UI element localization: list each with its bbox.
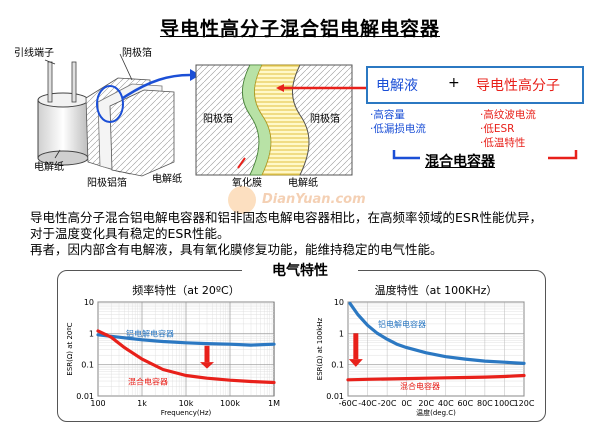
anode-foil-label: 阳极铝箔 bbox=[87, 178, 127, 189]
cathode-foil-label: 阴极箔 bbox=[122, 48, 152, 59]
cross-paper-label: 电解纸 bbox=[288, 178, 318, 189]
x-tick-label: 0C bbox=[401, 399, 412, 408]
oxide-film-label: 氧化膜 bbox=[232, 178, 262, 189]
unrolled-foils bbox=[85, 77, 175, 177]
zoom-arrow-line bbox=[122, 73, 191, 100]
x-tick-label: 120C bbox=[514, 399, 535, 408]
x-tick-label: 40C bbox=[438, 399, 454, 408]
watermark-logo-icon bbox=[228, 186, 256, 214]
x-axis-label: Frequency(Hz) bbox=[161, 409, 212, 417]
x-axis-label: 温度(deg.C) bbox=[416, 408, 456, 417]
y-tick-label: 0.1 bbox=[331, 361, 344, 370]
section-title: 电气特性 bbox=[242, 260, 358, 280]
page-title: 导电性高分子混合铝电解电容器 bbox=[159, 18, 440, 40]
x-tick-label: 100k bbox=[220, 399, 240, 408]
series-label: 混合电容器 bbox=[128, 377, 168, 387]
cross-cathode-label: 阴极箔 bbox=[310, 114, 340, 125]
x-tick-label: -20C bbox=[378, 399, 397, 408]
polymer-feature-item: ·低温特性 bbox=[480, 137, 526, 149]
improvement-arrow-head bbox=[348, 359, 363, 367]
series-line bbox=[348, 301, 526, 365]
electrolyte-label: 电解液 bbox=[376, 78, 418, 94]
capacitor-structure-diagram bbox=[37, 53, 366, 177]
polymer-label: 导电性高分子 bbox=[476, 78, 560, 94]
hybrid-capacitor-label: 混合电容器 bbox=[425, 154, 495, 170]
series-line bbox=[346, 373, 526, 382]
improvement-arrow-head bbox=[199, 362, 214, 369]
y-axis-label: ESR(Ω) at 100kHz bbox=[316, 317, 324, 380]
electrolyte-feature-item: ·高容量 bbox=[370, 109, 405, 121]
chart-title: 温度特性（at 100KHz） bbox=[375, 283, 498, 297]
series-label: 混合电容器 bbox=[400, 381, 440, 391]
improvement-arrow-shaft bbox=[353, 333, 359, 360]
electrolyte-features: ·高容量 ·低漏损电流 bbox=[370, 108, 426, 136]
x-tick-label: 60C bbox=[457, 399, 473, 408]
combine-bracket bbox=[392, 150, 578, 160]
combination-box: 电解液 + 导电性高分子 bbox=[366, 66, 584, 104]
y-tick-label: 0.1 bbox=[81, 361, 94, 370]
x-tick-label: 100C bbox=[494, 399, 515, 408]
series-label: 铝电解电容器 bbox=[378, 319, 426, 329]
oxide-pointer-arrow bbox=[237, 157, 246, 169]
y-tick-label: 1 bbox=[89, 329, 94, 338]
electrolyte-feature-item: ·低漏损电流 bbox=[370, 123, 426, 135]
electrolytic-paper-label-2: 电解纸 bbox=[152, 174, 182, 185]
improvement-arrow-shaft bbox=[204, 345, 210, 363]
x-tick-label: -40C bbox=[358, 399, 377, 408]
paragraph-line-1: 导电性高分子混合铝电解电容器和铝非固态电解电容器相比，在高频率领域的ESR性能优… bbox=[30, 210, 543, 225]
y-tick-label: 10 bbox=[334, 298, 344, 307]
x-tick-label: 10k bbox=[179, 399, 194, 408]
polymer-feature-item: ·高纹波电流 bbox=[480, 109, 536, 121]
highlight-circle bbox=[96, 85, 124, 123]
x-tick-label: 1k bbox=[137, 399, 147, 408]
chart-title: 频率特性（at 20ºC） bbox=[132, 283, 239, 297]
series-line bbox=[96, 329, 276, 385]
x-tick-label: 80C bbox=[477, 399, 493, 408]
polymer-features: ·高纹波电流 ·低ESR ·低温特性 bbox=[480, 108, 536, 150]
cross-section bbox=[195, 64, 353, 176]
paragraph-line-2: 对于温度变化具有稳定的ESR性能。 bbox=[30, 226, 230, 241]
y-axis-label: ESR(Ω) at 20ºC bbox=[66, 322, 74, 375]
series-line bbox=[96, 333, 276, 347]
polymer-feature-item: ·低ESR bbox=[480, 123, 515, 135]
capacitor-cylinder bbox=[37, 61, 89, 166]
zoom-arrow-head bbox=[190, 69, 200, 81]
plus-sign: + bbox=[448, 75, 460, 91]
watermark-text: DianYuan.com bbox=[262, 192, 366, 207]
watermark: DianYuan.com bbox=[228, 180, 378, 220]
x-tick-label: 100 bbox=[90, 399, 105, 408]
x-tick-label: 20C bbox=[418, 399, 434, 408]
electrolytic-paper-label: 电解纸 bbox=[34, 162, 64, 173]
y-tick-label: 0.01 bbox=[76, 392, 94, 401]
cross-anode-label: 阳极箔 bbox=[203, 114, 233, 125]
y-tick-label: 1 bbox=[339, 329, 344, 338]
paragraph-line-3: 再者，因内部含有电解液，具有氧化膜修复功能，能维持稳定的电气性能。 bbox=[30, 242, 443, 257]
x-tick-label: -60C bbox=[339, 399, 358, 408]
y-tick-label: 10 bbox=[84, 298, 94, 307]
x-tick-label: 1M bbox=[268, 399, 280, 408]
lead-terminal-label: 引线端子 bbox=[14, 48, 54, 59]
series-label: 铝电解电容器 bbox=[126, 328, 174, 338]
y-tick-label: 0.01 bbox=[326, 392, 344, 401]
